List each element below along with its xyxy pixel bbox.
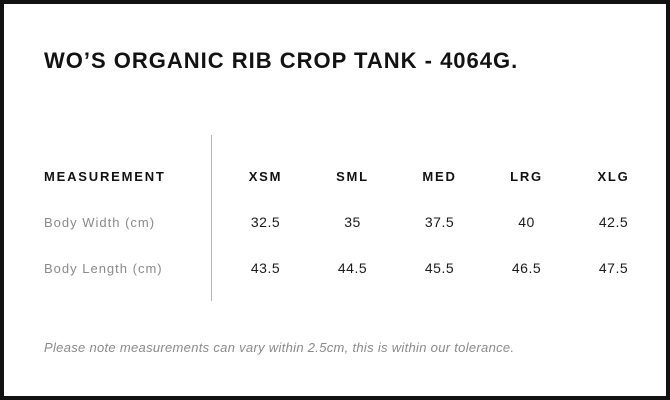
column-header-xsm: XSM	[248, 168, 283, 184]
measurement-value: 32.5	[250, 214, 281, 230]
table-row-body-length: Body Length (cm) 43.5 44.5 45.5 46.5 47.…	[44, 245, 657, 291]
size-table: MEASUREMENT XSM SML MED LRG XLG Body Wid…	[44, 153, 657, 291]
measurement-value: 37.5	[424, 214, 455, 230]
measurement-value: 42.5	[598, 214, 629, 230]
table-header-row: MEASUREMENT XSM SML MED LRG XLG	[44, 153, 657, 199]
column-header-med: MED	[422, 168, 457, 184]
column-header-measurement: MEASUREMENT	[44, 168, 166, 184]
product-title: WO’S ORGANIC RIB CROP TANK - 4064G.	[44, 48, 519, 73]
measurement-value: 40	[518, 214, 535, 230]
row-label: Body Width (cm)	[44, 214, 156, 230]
row-label: Body Length (cm)	[44, 260, 163, 276]
table-column-divider	[211, 135, 212, 301]
column-header-sml: SML	[336, 168, 369, 184]
measurement-value: 35	[344, 214, 361, 230]
column-header-lrg: LRG	[510, 168, 543, 184]
measurement-value: 43.5	[250, 260, 281, 276]
measurement-value: 47.5	[598, 260, 629, 276]
measurement-value: 45.5	[424, 260, 455, 276]
measurement-value: 44.5	[337, 260, 368, 276]
table-row-body-width: Body Width (cm) 32.5 35 37.5 40 42.5	[44, 199, 657, 245]
tolerance-note: Please note measurements can vary within…	[44, 340, 515, 355]
column-header-xlg: XLG	[597, 168, 630, 184]
measurement-value: 46.5	[511, 260, 542, 276]
